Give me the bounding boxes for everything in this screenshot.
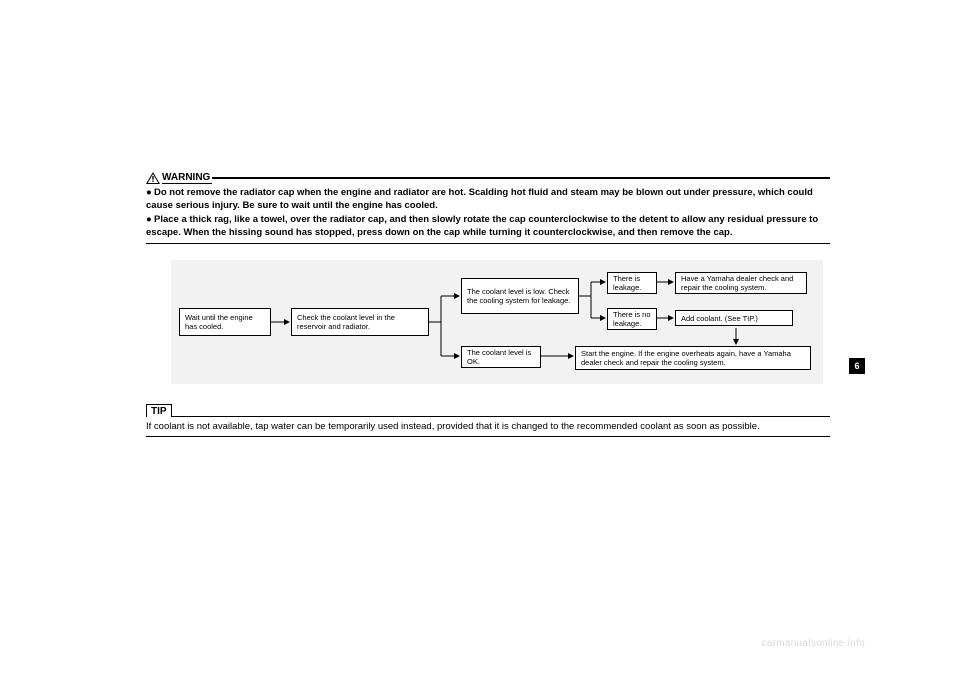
warning-label: WARNING	[162, 172, 212, 184]
watermark: carmanualsonline.info	[761, 638, 865, 649]
tip-label: TIP	[146, 404, 172, 417]
warning-rule	[212, 177, 830, 179]
warning-header: WARNING	[146, 172, 830, 184]
warning-bullet-2: ●Place a thick rag, like a towel, over t…	[146, 213, 830, 240]
tip-end-rule	[146, 436, 830, 437]
warning-triangle-icon	[146, 172, 160, 184]
page-number-tab: 6	[849, 358, 865, 374]
tip-header: TIP	[146, 404, 830, 417]
flow-node-wait: Wait until the engine has cooled.	[179, 308, 271, 336]
tip-body: If coolant is not available, tap water c…	[146, 420, 830, 433]
warning-bullet-1: ●Do not remove the radiator cap when the…	[146, 186, 830, 213]
flow-node-level-ok: The coolant level is OK.	[461, 346, 541, 368]
manual-page: WARNING ●Do not remove the radiator cap …	[146, 172, 830, 437]
flow-node-add-coolant: Add coolant. (See TIP.)	[675, 310, 793, 326]
flow-node-level-low: The coolant level is low. Check the cool…	[461, 278, 579, 314]
warning-end-rule	[146, 243, 830, 244]
warning-body: ●Do not remove the radiator cap when the…	[146, 186, 830, 239]
tip-rule	[172, 416, 830, 417]
flow-node-check-level: Check the coolant level in the reservoir…	[291, 308, 429, 336]
flow-node-leakage: There is leakage.	[607, 272, 657, 294]
flowchart: Wait until the engine has cooled. Check …	[171, 260, 823, 384]
flow-node-dealer-check: Have a Yamaha dealer check and repair th…	[675, 272, 807, 294]
flow-node-no-leakage: There is no leakage.	[607, 308, 657, 330]
flow-node-start-engine: Start the engine. If the engine overheat…	[575, 346, 811, 370]
